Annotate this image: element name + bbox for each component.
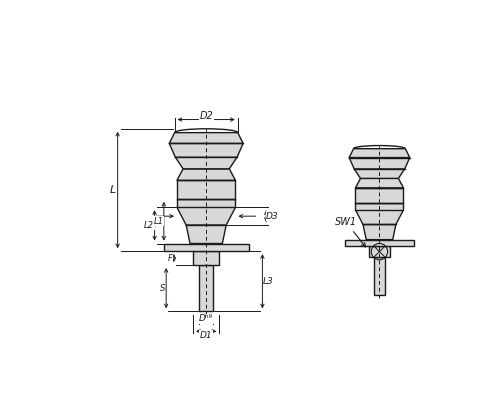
Bar <box>164 244 248 251</box>
Text: D1: D1 <box>200 331 212 340</box>
Text: F: F <box>168 253 172 263</box>
Polygon shape <box>363 224 396 240</box>
Bar <box>200 265 213 311</box>
Polygon shape <box>177 180 236 199</box>
Bar <box>368 246 390 257</box>
Polygon shape <box>176 157 237 169</box>
Polygon shape <box>177 169 236 180</box>
Polygon shape <box>186 225 226 244</box>
Polygon shape <box>356 210 404 224</box>
Polygon shape <box>356 178 404 188</box>
Polygon shape <box>193 251 220 265</box>
Polygon shape <box>354 169 405 178</box>
Polygon shape <box>349 149 410 158</box>
Bar <box>344 240 414 246</box>
Text: L2: L2 <box>144 221 154 230</box>
Bar <box>356 203 404 210</box>
Text: SW1: SW1 <box>335 217 366 247</box>
Polygon shape <box>169 143 243 157</box>
Polygon shape <box>169 132 243 143</box>
Polygon shape <box>356 188 404 203</box>
Bar <box>177 199 236 208</box>
Text: D3: D3 <box>266 212 278 221</box>
Text: L3: L3 <box>263 277 274 286</box>
Text: D2: D2 <box>200 112 213 121</box>
Polygon shape <box>177 208 236 225</box>
Polygon shape <box>349 158 410 169</box>
Text: L1: L1 <box>154 217 164 226</box>
Text: S: S <box>160 284 165 293</box>
Bar <box>374 257 385 295</box>
Text: Dʰ⁹: Dʰ⁹ <box>199 314 214 323</box>
Text: L: L <box>110 185 116 195</box>
